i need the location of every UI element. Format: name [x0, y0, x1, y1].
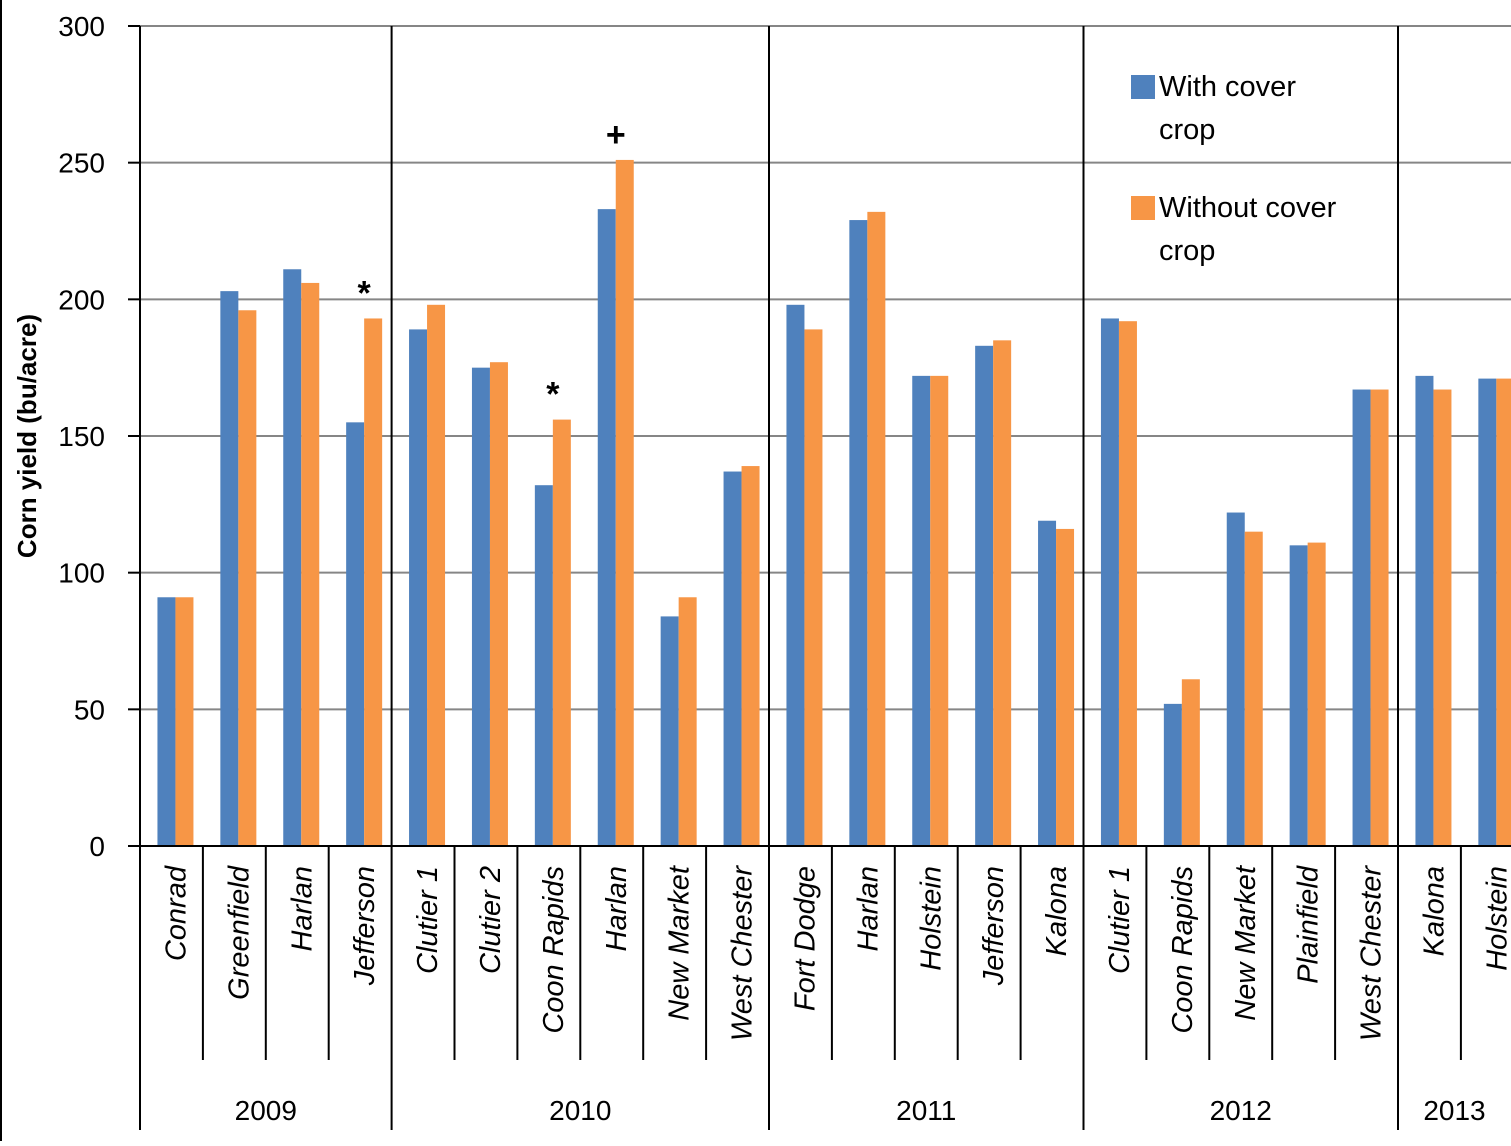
bar-2013-kalona-without: [1433, 390, 1451, 846]
bar-2011-holstein-with: [912, 376, 930, 846]
year-label-2013: 2013: [1423, 1095, 1485, 1126]
bar-2010-clutier-1-without: [427, 305, 445, 846]
category-label: Clutier 2: [475, 866, 507, 974]
bar-2010-harlan-with: [598, 209, 616, 846]
bar-2010-coon-rapids-without: [553, 420, 571, 846]
bar-2010-clutier-2-without: [490, 362, 508, 846]
bar-2009-harlan-with: [283, 269, 301, 846]
bar-2012-clutier-1-with: [1101, 318, 1119, 846]
y-axis-label: Corn yield (bu/acre): [12, 314, 42, 558]
category-label: West Chester: [1356, 865, 1388, 1041]
bar-2011-jefferson-without: [993, 340, 1011, 846]
bar-2012-plainfield-without: [1308, 543, 1326, 846]
category-label: Holstein: [915, 866, 947, 971]
year-label-2012: 2012: [1210, 1095, 1272, 1126]
bar-2012-west-chester-with: [1353, 390, 1371, 846]
bar-2009-conrad-without: [175, 597, 193, 846]
category-label: Plainfield: [1293, 865, 1325, 984]
category-label: Coon Rapids: [1167, 866, 1199, 1034]
bar-2012-coon-rapids-with: [1164, 704, 1182, 846]
category-label: Conrad: [160, 865, 192, 961]
bar-2011-kalona-without: [1056, 529, 1074, 846]
legend-label-1: Without cover crop: [1159, 192, 1337, 267]
bar-2012-plainfield-with: [1290, 545, 1308, 846]
significance-marker: *: [546, 376, 560, 414]
bar-2011-fort-dodge-with: [786, 305, 804, 846]
category-label: Clutier 1: [412, 866, 444, 974]
year-label-2009: 2009: [235, 1095, 297, 1126]
y-tick-label-0: 0: [89, 831, 105, 862]
bar-2010-harlan-without: [616, 160, 634, 846]
category-label: West Chester: [727, 865, 759, 1041]
category-label: Harlan: [601, 866, 633, 951]
significance-marker: +: [606, 116, 626, 154]
bar-2010-west-chester-with: [724, 472, 742, 846]
category-label: New Market: [664, 864, 696, 1021]
bar-2011-harlan-with: [849, 220, 867, 846]
category-label: Coon Rapids: [538, 866, 570, 1034]
bar-2009-jefferson-with: [346, 422, 364, 846]
bar-2012-coon-rapids-without: [1182, 679, 1200, 846]
bar-2013-kalona-with: [1415, 376, 1433, 846]
bar-2011-holstein-without: [930, 376, 948, 846]
bar-2012-clutier-1-without: [1119, 321, 1137, 846]
bar-2009-greenfield-without: [238, 310, 256, 846]
category-label: Harlan: [852, 866, 884, 951]
bar-2012-new-market-without: [1245, 532, 1263, 846]
bar-2013-holstein-without: [1496, 379, 1511, 846]
bar-2010-clutier-1-with: [409, 329, 427, 846]
bar-2010-clutier-2-with: [472, 368, 490, 846]
category-label: Jefferson: [349, 866, 381, 986]
legend-swatch-1: [1131, 196, 1155, 220]
bar-2010-west-chester-without: [742, 466, 760, 846]
category-label: Greenfield: [223, 865, 255, 1000]
category-label: Holstein: [1481, 866, 1511, 971]
y-tick-label-200: 200: [58, 284, 105, 315]
bar-2009-harlan-without: [301, 283, 319, 846]
bar-2011-fort-dodge-without: [804, 329, 822, 846]
bar-2010-new-market-without: [679, 597, 697, 846]
bar-2010-new-market-with: [661, 616, 679, 846]
bar-2012-west-chester-without: [1371, 390, 1389, 846]
category-label: Kalona: [1418, 866, 1450, 956]
significance-marker: *: [358, 274, 372, 312]
y-tick-label-250: 250: [58, 148, 105, 179]
bar-2011-harlan-without: [867, 212, 885, 846]
bar-2013-holstein-with: [1478, 379, 1496, 846]
year-label-2010: 2010: [549, 1095, 611, 1126]
category-label: Harlan: [286, 866, 318, 951]
bar-2011-jefferson-with: [975, 346, 993, 846]
bar-2009-conrad-with: [157, 597, 175, 846]
y-tick-label-50: 50: [74, 694, 105, 725]
bar-2009-jefferson-without: [364, 318, 382, 846]
y-tick-label-300: 300: [58, 11, 105, 42]
legend-swatch-0: [1131, 75, 1155, 99]
bar-2012-new-market-with: [1227, 513, 1245, 846]
category-label: Clutier 1: [1104, 866, 1136, 974]
y-tick-label-150: 150: [58, 421, 105, 452]
category-label: New Market: [1230, 864, 1262, 1021]
year-label-2011: 2011: [896, 1095, 956, 1126]
category-label: Fort Dodge: [789, 866, 821, 1011]
category-label: Jefferson: [978, 866, 1010, 986]
bar-2009-greenfield-with: [220, 291, 238, 846]
legend-label-0: With cover crop: [1159, 71, 1296, 146]
y-tick-label-100: 100: [58, 558, 105, 589]
category-label: Kalona: [1041, 866, 1073, 956]
bar-2010-coon-rapids-with: [535, 485, 553, 846]
bar-2011-kalona-with: [1038, 521, 1056, 846]
